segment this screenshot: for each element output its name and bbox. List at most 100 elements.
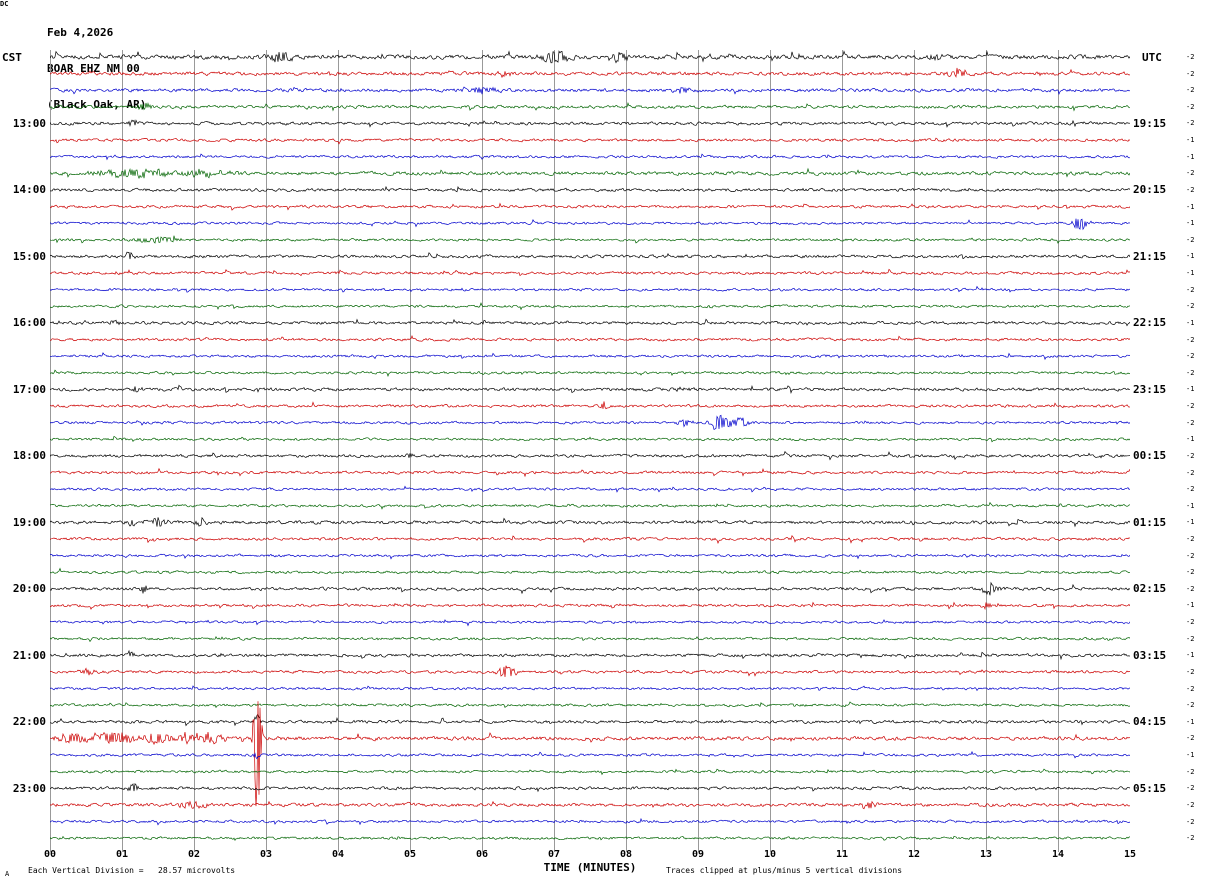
- seismogram-trace: [50, 516, 1130, 528]
- plot-header: Feb 4,2026 BOAR EHZ NM 00 (Black Oak, AR…: [47, 3, 146, 135]
- dc-offset-value: -2: [1186, 800, 1195, 809]
- seismogram-trace: [50, 435, 1130, 443]
- utc-hour-label: 03:15: [1133, 648, 1167, 662]
- seismogram-trace: [50, 835, 1130, 842]
- seismogram-trace: [50, 619, 1130, 627]
- corner-mark: A: [5, 870, 10, 878]
- seismogram-trace: [50, 401, 1130, 410]
- seismogram-trace: [50, 86, 1130, 96]
- seismogram-trace: [50, 701, 1130, 807]
- cst-hour-label: 20:00: [12, 582, 46, 596]
- seismogram-trace: [50, 783, 1130, 793]
- x-tick-label: 01: [115, 849, 129, 860]
- dc-offset-value: -2: [1186, 285, 1195, 294]
- dc-offset-column: -2 -2 -2 -2 -2 -1 -1 -2 -2 -1 -1 -2 -1 -1 -2 -2 -1 -2 -2 -2…: [1186, 45, 1208, 857]
- dc-offset-value: -2: [1186, 119, 1195, 128]
- utc-hour-label: 23:15: [1133, 382, 1167, 396]
- dc-offset-value: -2: [1186, 485, 1195, 494]
- cst-axis-header: CST: [2, 51, 22, 64]
- x-tick-label: 12: [907, 849, 921, 860]
- seismogram-trace: [50, 167, 1130, 180]
- dc-offset-value: -2: [1186, 402, 1195, 411]
- dc-offset-value: -1: [1186, 385, 1195, 394]
- seismogram-trace: [50, 185, 1130, 193]
- seismogram-trace: [50, 685, 1130, 692]
- dc-offset-value: -1: [1186, 202, 1195, 211]
- dc-offset-value: -1: [1186, 435, 1195, 444]
- seismogram-trace: [50, 50, 1130, 64]
- dc-offset-value: -1: [1186, 501, 1195, 510]
- seismogram-trace: [50, 268, 1130, 277]
- seismogram-trace: [50, 485, 1130, 493]
- seismogram-trace: [50, 817, 1130, 826]
- dc-offset-value: -2: [1186, 568, 1195, 577]
- x-tick-label: 14: [1051, 849, 1065, 860]
- seismogram-trace: [50, 665, 1130, 678]
- seismogram-trace: [50, 137, 1130, 145]
- seismogram-trace: [50, 467, 1130, 478]
- seismogram-trace: [50, 352, 1130, 361]
- seismogram-trace: [50, 601, 1130, 611]
- dc-offset-value: -2: [1186, 235, 1195, 244]
- seismogram-trace: [50, 318, 1130, 327]
- cst-hour-label: 15:00: [12, 249, 46, 263]
- dc-offset-value: -2: [1186, 69, 1195, 78]
- dc-offset-value: -2: [1186, 169, 1195, 178]
- dc-offset-value: -2: [1186, 368, 1195, 377]
- dc-offset-value: -1: [1186, 318, 1195, 327]
- cst-hour-labels: 13:00 14:00 15:00 16:00 17:00 18:00 19:00 20:00…: [0, 45, 47, 857]
- cst-hour-label: 18:00: [12, 449, 46, 463]
- utc-hour-label: 02:15: [1133, 582, 1167, 596]
- dc-offset-value: -2: [1186, 102, 1195, 111]
- dc-offset-value: -2: [1186, 767, 1195, 776]
- dc-offset-value: -2: [1186, 86, 1195, 95]
- seismogram-trace: [50, 153, 1130, 161]
- seismogram-trace: [50, 251, 1130, 260]
- x-tick-label: 13: [979, 849, 993, 860]
- dc-offset-value: -2: [1186, 834, 1195, 843]
- seismogram-trace: [50, 768, 1130, 776]
- dc-offset-value: -2: [1186, 817, 1195, 826]
- dc-offset-value: -1: [1186, 751, 1195, 760]
- seismogram-trace: [50, 67, 1130, 79]
- dc-offset-value: -2: [1186, 618, 1195, 627]
- seismogram-trace: [50, 218, 1130, 231]
- dc-offset-value: -1: [1186, 219, 1195, 228]
- seismogram-trace: [50, 369, 1130, 378]
- x-axis-ticks: 00 01 02 03 04 05 06 07 08 09 10 11 12 13 14 15: [44, 849, 1140, 861]
- utc-hour-label: 20:15: [1133, 183, 1167, 197]
- footer-scale-note: Each Vertical Division = 28.57 microvolt…: [28, 866, 236, 875]
- x-tick-label: 02: [187, 849, 201, 860]
- x-tick-label: 05: [403, 849, 417, 860]
- x-tick-label: 07: [547, 849, 561, 860]
- x-tick-label: 09: [691, 849, 705, 860]
- cst-hour-label: 14:00: [12, 183, 46, 197]
- seismogram-trace: [50, 534, 1130, 544]
- dc-offset-value: -1: [1186, 269, 1195, 278]
- seismogram-trace: [50, 713, 1130, 727]
- dc-axis-header: DC: [0, 0, 9, 8]
- seismogram-trace: [50, 501, 1130, 510]
- utc-hour-label: 01:15: [1133, 515, 1167, 529]
- utc-hour-label: 21:15: [1133, 249, 1167, 263]
- seismogram-trace: [50, 235, 1130, 244]
- dc-offset-value: -2: [1186, 684, 1195, 693]
- seismogram-trace: [50, 750, 1130, 760]
- dc-offset-value: -1: [1186, 601, 1195, 610]
- seismogram-trace: [50, 581, 1130, 596]
- dc-offset-value: -2: [1186, 734, 1195, 743]
- cst-hour-label: 23:00: [12, 781, 46, 795]
- seismogram-trace: [50, 450, 1130, 461]
- dc-offset-value: -1: [1186, 717, 1195, 726]
- seismogram-trace: [50, 202, 1130, 211]
- dc-offset-value: -2: [1186, 701, 1195, 710]
- dc-offset-value: -2: [1186, 551, 1195, 560]
- dc-offset-value: -2: [1186, 584, 1195, 593]
- dc-offset-value: -2: [1186, 352, 1195, 361]
- seismogram-trace: [50, 119, 1130, 128]
- seismogram-trace: [50, 285, 1130, 293]
- cst-hour-label: 13:00: [12, 116, 46, 130]
- utc-hour-label: 04:15: [1133, 715, 1167, 729]
- seismogram-trace: [50, 302, 1130, 311]
